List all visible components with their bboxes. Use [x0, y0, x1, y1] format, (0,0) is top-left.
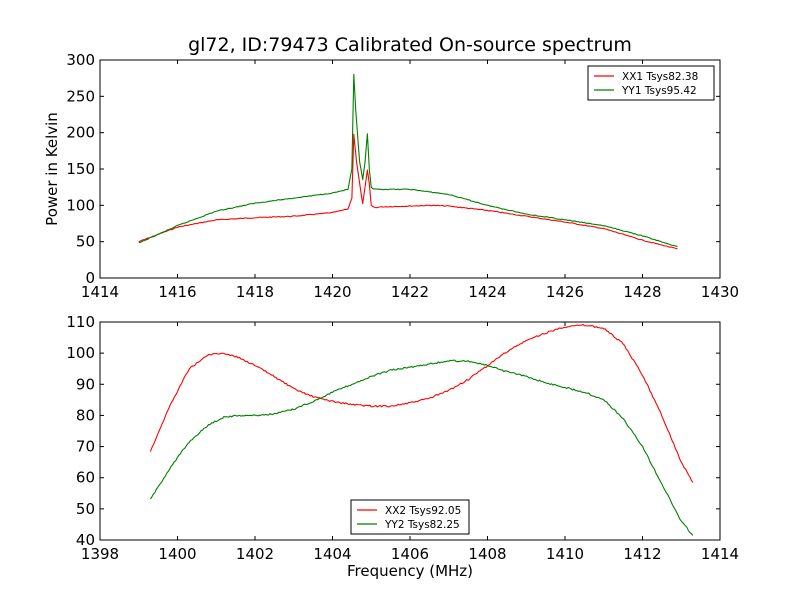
x-tick-label: 1402 — [236, 545, 274, 563]
y-tick-label: 150 — [66, 160, 95, 178]
x-tick-label: 1412 — [623, 545, 661, 563]
y-tick-label: 100 — [66, 196, 95, 214]
x-tick-label: 1418 — [236, 283, 274, 301]
y-tick-label: 50 — [76, 233, 95, 251]
x-tick-label: 1404 — [313, 545, 351, 563]
y-tick-label: 50 — [76, 500, 95, 518]
y-tick-label: 110 — [66, 313, 95, 331]
x-tick-label: 1420 — [313, 283, 351, 301]
x-tick-label: 1406 — [391, 545, 429, 563]
x-tick-label: 1416 — [158, 283, 196, 301]
y-tick-label: 0 — [85, 269, 95, 287]
legend-label: YY1 Tsys95.42 — [621, 85, 697, 97]
x-tick-label: 1422 — [391, 283, 429, 301]
y-tick-label: 250 — [66, 87, 95, 105]
x-tick-label: 1428 — [623, 283, 661, 301]
legend-box — [587, 65, 715, 101]
y-tick-label: 100 — [66, 344, 95, 362]
x-tick-label: 1400 — [158, 545, 196, 563]
legend-label: XX2 Tsys92.05 — [385, 505, 461, 517]
x-tick-label: 1430 — [701, 283, 739, 301]
x-tick-label: 1426 — [546, 283, 584, 301]
legend-label: XX1 Tsys82.38 — [622, 71, 698, 83]
x-tick-label: 1408 — [468, 545, 506, 563]
x-tick-label: 1414 — [81, 283, 119, 301]
y-tick-label: 70 — [76, 438, 95, 456]
series-line-xx2 — [149, 323, 694, 483]
y-axis-label: Power in Kelvin — [43, 112, 61, 226]
x-tick-label: 1398 — [81, 545, 119, 563]
x-tick-label: 1414 — [701, 545, 739, 563]
y-tick-label: 90 — [76, 375, 95, 393]
series-line-xx1 — [138, 133, 678, 250]
chart-title: gl72, ID:79473 Calibrated On-source spec… — [188, 34, 632, 56]
x-tick-label: 1410 — [546, 545, 584, 563]
y-tick-label: 300 — [66, 51, 95, 69]
x-axis-label: Frequency (MHz) — [347, 562, 473, 580]
series-line-yy1 — [138, 73, 678, 248]
y-tick-label: 40 — [76, 531, 95, 549]
legend-label: YY2 Tsys82.25 — [384, 519, 460, 531]
y-tick-label: 200 — [66, 124, 95, 142]
x-tick-label: 1424 — [468, 283, 506, 301]
y-tick-label: 80 — [76, 406, 95, 424]
legend-box — [350, 499, 470, 535]
y-tick-label: 60 — [76, 469, 95, 487]
series-line-yy2 — [149, 359, 694, 536]
